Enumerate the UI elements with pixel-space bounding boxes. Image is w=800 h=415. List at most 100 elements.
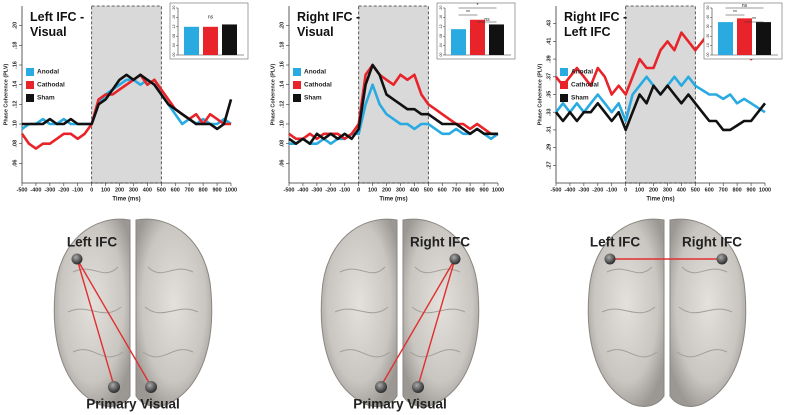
x-tick-label: -500 bbox=[16, 187, 27, 193]
y-tick-label: .06 bbox=[12, 160, 18, 168]
inset-y-tick-label: .30 bbox=[706, 24, 710, 29]
x-tick-label: -200 bbox=[592, 187, 603, 193]
chart: -500 -400 -300 -200 -100 0 100 200 300 400 500 600 7… bbox=[270, 2, 516, 203]
x-tick-label: 600 bbox=[438, 187, 447, 193]
y-tick-label: .33 bbox=[546, 108, 552, 116]
chart: -500 -400 -300 -200 -100 0 100 200 300 400 500 600 7… bbox=[3, 2, 249, 203]
x-tick-label: 300 bbox=[129, 187, 138, 193]
legend-swatch bbox=[293, 68, 301, 76]
connections bbox=[76, 258, 722, 387]
series-line bbox=[288, 63, 498, 145]
x-tick-label: 0 bbox=[624, 187, 627, 193]
inset-y-tick-label: .00 bbox=[172, 53, 176, 58]
brain-images: Left IFC Primary Visual Right IFC Primar… bbox=[53, 218, 747, 412]
y-tick-label: .08 bbox=[279, 140, 285, 148]
y-tick-label: .18 bbox=[12, 42, 18, 50]
x-axis-label: Time (ms) bbox=[646, 197, 674, 203]
inset-bar bbox=[737, 18, 752, 55]
node-label: Left IFC bbox=[67, 235, 117, 250]
x-tick-label: 400 bbox=[677, 187, 686, 193]
x-tick-label: 300 bbox=[663, 187, 672, 193]
chart-title: Right IFC - Visual bbox=[297, 10, 361, 39]
legend-label: Anodal bbox=[37, 69, 59, 76]
inset-bar bbox=[184, 26, 199, 55]
y-tick-label: .10 bbox=[279, 120, 285, 128]
node-label: Primary Visual bbox=[86, 397, 180, 412]
inset-y-tick-label: .08 bbox=[172, 34, 176, 39]
x-axis-label: Time (ms) bbox=[379, 197, 407, 203]
inset-y-tick-label: .04 bbox=[439, 43, 443, 48]
series-line bbox=[20, 73, 231, 150]
significance-label: ns bbox=[208, 14, 214, 20]
legend-label: Sham bbox=[304, 95, 322, 102]
x-tick-label: 1000 bbox=[759, 187, 771, 193]
legend-swatch bbox=[560, 81, 568, 89]
y-tick-label: .14 bbox=[12, 80, 18, 89]
legend-label: Anodal bbox=[571, 69, 593, 76]
legend-swatch bbox=[26, 81, 34, 89]
legend-swatch bbox=[560, 94, 568, 102]
x-tick-label: 500 bbox=[424, 187, 433, 193]
inset-y-tick-label: .10 bbox=[706, 43, 710, 48]
inset-y-tick-label: .00 bbox=[706, 53, 710, 58]
brain-labels: Left IFC Primary Visual Right IFC Primar… bbox=[67, 235, 742, 412]
node-label: Left IFC bbox=[590, 235, 640, 250]
x-tick-label: 800 bbox=[199, 187, 208, 193]
x-tick-label: -200 bbox=[58, 187, 69, 193]
inset-y-tick-label: .12 bbox=[172, 24, 176, 29]
x-tick-label: 600 bbox=[705, 187, 714, 193]
x-tick-label: -300 bbox=[311, 187, 322, 193]
legend-label: Cathodal bbox=[571, 82, 599, 89]
y-tick-label: .35 bbox=[546, 91, 552, 99]
node-label: Right IFC bbox=[410, 235, 470, 250]
x-tick-label: 500 bbox=[691, 187, 700, 193]
y-tick-label: .14 bbox=[279, 80, 285, 89]
y-tick-label: .41 bbox=[546, 38, 552, 46]
inset-bar bbox=[470, 19, 485, 55]
significance-label: ns bbox=[484, 17, 490, 23]
legend-swatch bbox=[293, 81, 301, 89]
chart-title: Left IFC - Visual bbox=[30, 10, 85, 39]
y-tick-label: .16 bbox=[12, 61, 18, 69]
x-tick-label: -400 bbox=[564, 187, 575, 193]
x-tick-label: 0 bbox=[90, 187, 93, 193]
x-tick-label: -100 bbox=[72, 187, 83, 193]
legend-swatch bbox=[26, 68, 34, 76]
inset-y-tick-label: .16 bbox=[172, 15, 176, 20]
x-tick-label: 300 bbox=[396, 187, 405, 193]
chart-title: Right IFC - Left IFC bbox=[564, 10, 628, 39]
stimulus-window bbox=[91, 5, 162, 184]
x-tick-label: -100 bbox=[339, 187, 350, 193]
significance-label: ** bbox=[752, 17, 756, 23]
x-tick-label: -300 bbox=[578, 187, 589, 193]
x-axis-label: Time (ms) bbox=[112, 197, 140, 203]
x-tick-label: 0 bbox=[357, 187, 360, 193]
x-tick-label: 800 bbox=[733, 187, 742, 193]
y-axis-label: Phase Coherence (PLV) bbox=[3, 64, 9, 126]
x-tick-label: 200 bbox=[382, 187, 391, 193]
inset-bar bbox=[718, 22, 733, 56]
x-tick-label: 100 bbox=[368, 187, 377, 193]
y-tick-label: .31 bbox=[546, 126, 552, 134]
x-tick-label: -400 bbox=[30, 187, 41, 193]
x-tick-label: 900 bbox=[746, 187, 755, 193]
brain bbox=[320, 218, 480, 407]
x-tick-label: 800 bbox=[466, 187, 475, 193]
x-tick-label: -500 bbox=[283, 187, 294, 193]
y-tick-label: .08 bbox=[12, 140, 18, 148]
legend-label: Sham bbox=[37, 95, 55, 102]
y-tick-label: .43 bbox=[546, 20, 552, 28]
inset-y-tick-label: .20 bbox=[439, 6, 443, 11]
x-tick-label: 700 bbox=[185, 187, 194, 193]
inset-y-tick-label: .50 bbox=[706, 6, 710, 11]
x-tick-label: 700 bbox=[719, 187, 728, 193]
inset-y-tick-label: .40 bbox=[706, 15, 710, 20]
x-tick-label: 700 bbox=[452, 187, 461, 193]
inset-y-tick-label: .16 bbox=[439, 15, 443, 20]
x-tick-label: 400 bbox=[410, 187, 419, 193]
inset-y-tick-label: .04 bbox=[172, 43, 176, 48]
series-line bbox=[554, 84, 767, 132]
legend-swatch bbox=[293, 94, 301, 102]
y-tick-label: .16 bbox=[279, 61, 285, 69]
x-tick-label: 200 bbox=[649, 187, 658, 193]
